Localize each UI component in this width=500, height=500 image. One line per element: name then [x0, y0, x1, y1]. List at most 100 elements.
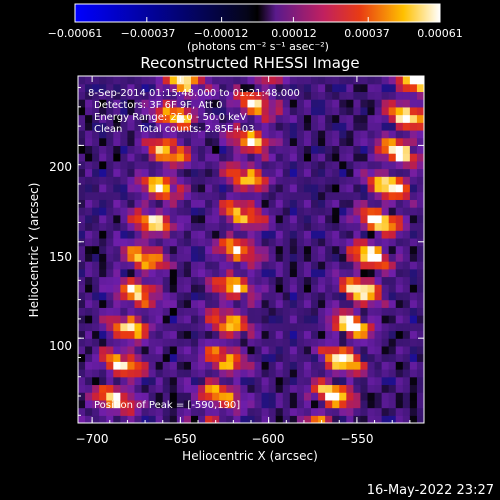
heatmap-cell: [134, 76, 143, 85]
heatmap-cell: [212, 369, 220, 378]
heatmap-cell: [134, 153, 143, 162]
heatmap-cell: [268, 245, 277, 254]
heatmap-cell: [162, 76, 171, 85]
heatmap-cell: [409, 384, 418, 393]
heatmap-cell: [162, 307, 171, 316]
heatmap-cell: [113, 153, 121, 162]
heatmap-cell: [99, 245, 107, 254]
heatmap-cell: [134, 183, 143, 193]
heatmap-cell: [339, 315, 347, 324]
heatmap-cell: [162, 245, 171, 254]
heatmap-cell: [106, 338, 114, 347]
heatmap-cell: [219, 137, 227, 146]
heatmap-cell: [303, 399, 312, 409]
heatmap-cell: [226, 122, 234, 131]
heatmap-cell: [254, 122, 263, 131]
heatmap-cell: [325, 338, 333, 347]
heatmap-cell: [198, 345, 206, 355]
heatmap-cell: [99, 369, 107, 378]
heatmap-cell: [303, 137, 312, 146]
heatmap-cell: [183, 122, 192, 131]
heatmap-cell: [289, 199, 298, 208]
heatmap-cell: [240, 122, 249, 131]
heatmap-cell: [134, 315, 143, 324]
heatmap-cell: [176, 261, 185, 270]
heatmap-cell: [120, 338, 129, 347]
heatmap-cell: [92, 353, 100, 362]
heatmap-cell: [254, 322, 263, 332]
heatmap-cell: [99, 330, 107, 339]
heatmap-cell: [106, 345, 114, 355]
heatmap-cell: [120, 392, 129, 401]
heatmap-cell: [198, 276, 206, 285]
heatmap-cell: [113, 276, 121, 285]
y-tick-label-2: 200: [49, 160, 72, 174]
heatmap-cell: [395, 129, 404, 139]
heatmap-cell: [325, 276, 333, 285]
heatmap-cell: [374, 322, 383, 332]
heatmap-cell: [268, 207, 277, 216]
heatmap-cell: [395, 268, 404, 278]
heatmap-cell: [388, 261, 397, 270]
heatmap-cell: [219, 284, 227, 293]
heatmap-cell: [303, 237, 312, 247]
heatmap-cell: [275, 407, 284, 416]
heatmap-cell: [402, 168, 411, 177]
colorbar-tick-label-1: −0.00037: [121, 27, 176, 40]
heatmap-cell: [92, 114, 100, 123]
heatmap-cell: [226, 199, 234, 208]
heatmap-cell: [296, 137, 305, 146]
heatmap-cell: [205, 122, 213, 131]
heatmap-cell: [141, 145, 150, 154]
heatmap-cell: [240, 183, 249, 193]
heatmap-cell: [409, 191, 418, 200]
heatmap-cell: [233, 276, 242, 285]
heatmap-cell: [282, 399, 291, 409]
heatmap-cell: [113, 214, 121, 224]
heatmap-cell: [325, 207, 333, 216]
heatmap-cell: [296, 253, 305, 262]
heatmap-cell: [367, 330, 376, 339]
heatmap-cell: [303, 284, 312, 293]
heatmap-cell: [395, 160, 404, 170]
heatmap-cell: [205, 145, 213, 154]
heatmap-cell: [395, 237, 404, 247]
heatmap-cell: [289, 91, 298, 100]
heatmap-cell: [198, 214, 206, 224]
heatmap-cell: [275, 191, 284, 200]
annotation-clean-counts: Clean Total counts: 2.85E+03: [94, 124, 254, 135]
heatmap-cell: [289, 145, 298, 154]
heatmap-cell: [268, 253, 277, 262]
heatmap-cell: [205, 291, 213, 301]
heatmap-cell: [332, 176, 340, 185]
heatmap-cell: [402, 392, 411, 401]
heatmap-cell: [303, 183, 312, 193]
heatmap-cell: [226, 361, 234, 370]
heatmap-cell: [233, 407, 242, 416]
heatmap-cell: [360, 361, 369, 370]
heatmap-cell: [183, 392, 192, 401]
heatmap-cell: [148, 322, 157, 332]
heatmap-cell: [374, 245, 383, 254]
heatmap-cell: [402, 160, 411, 170]
heatmap-cell: [247, 253, 256, 262]
heatmap-cell: [367, 122, 376, 131]
heatmap-cell: [402, 137, 411, 146]
heatmap-cell: [219, 222, 227, 231]
heatmap-cell: [261, 99, 270, 108]
heatmap-cell: [339, 183, 347, 193]
heatmap-cell: [106, 299, 114, 308]
heatmap-cell: [282, 407, 291, 416]
heatmap-cell: [388, 315, 397, 324]
heatmap-cell: [360, 137, 369, 146]
heatmap-cell: [381, 330, 390, 339]
heatmap-cell: [367, 307, 376, 316]
heatmap-cell: [367, 137, 376, 146]
heatmap-cell: [282, 291, 291, 301]
heatmap-cell: [78, 153, 86, 162]
heatmap-cell: [254, 407, 263, 416]
heatmap-cell: [247, 199, 256, 208]
heatmap-cell: [190, 245, 199, 254]
heatmap-cell: [360, 160, 369, 170]
heatmap-cell: [325, 415, 333, 423]
